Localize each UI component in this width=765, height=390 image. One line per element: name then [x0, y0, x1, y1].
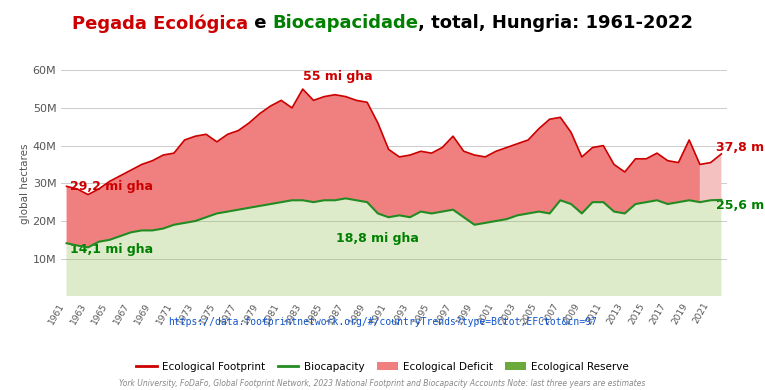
Text: 37,8 mi gha: 37,8 mi gha: [716, 141, 765, 154]
Text: , total, Hungria: 1961-2022: , total, Hungria: 1961-2022: [418, 14, 693, 32]
Text: 29,2 mi gha: 29,2 mi gha: [70, 180, 153, 193]
Text: York University, FoDaFo, Global Footprint Network, 2023 National Footprint and B: York University, FoDaFo, Global Footprin…: [119, 379, 646, 388]
Text: e: e: [248, 14, 272, 32]
Text: 14,1 mi gha: 14,1 mi gha: [70, 243, 153, 256]
Y-axis label: global hectares: global hectares: [20, 143, 30, 223]
Text: 18,8 mi gha: 18,8 mi gha: [337, 232, 419, 245]
Legend: Ecological Footprint, Biocapacity, Ecological Deficit, Ecological Reserve: Ecological Footprint, Biocapacity, Ecolo…: [132, 357, 633, 376]
Text: 25,6 mi gha: 25,6 mi gha: [716, 199, 765, 213]
Text: https://data.footprintnetwork.org/#/countryTrends?type=BCtot,EFCtot&cn=97: https://data.footprintnetwork.org/#/coun…: [168, 317, 597, 327]
Text: Pegada Ecológica: Pegada Ecológica: [72, 14, 248, 33]
Text: Biocapacidade: Biocapacidade: [272, 14, 418, 32]
Text: 55 mi gha: 55 mi gha: [303, 71, 373, 83]
